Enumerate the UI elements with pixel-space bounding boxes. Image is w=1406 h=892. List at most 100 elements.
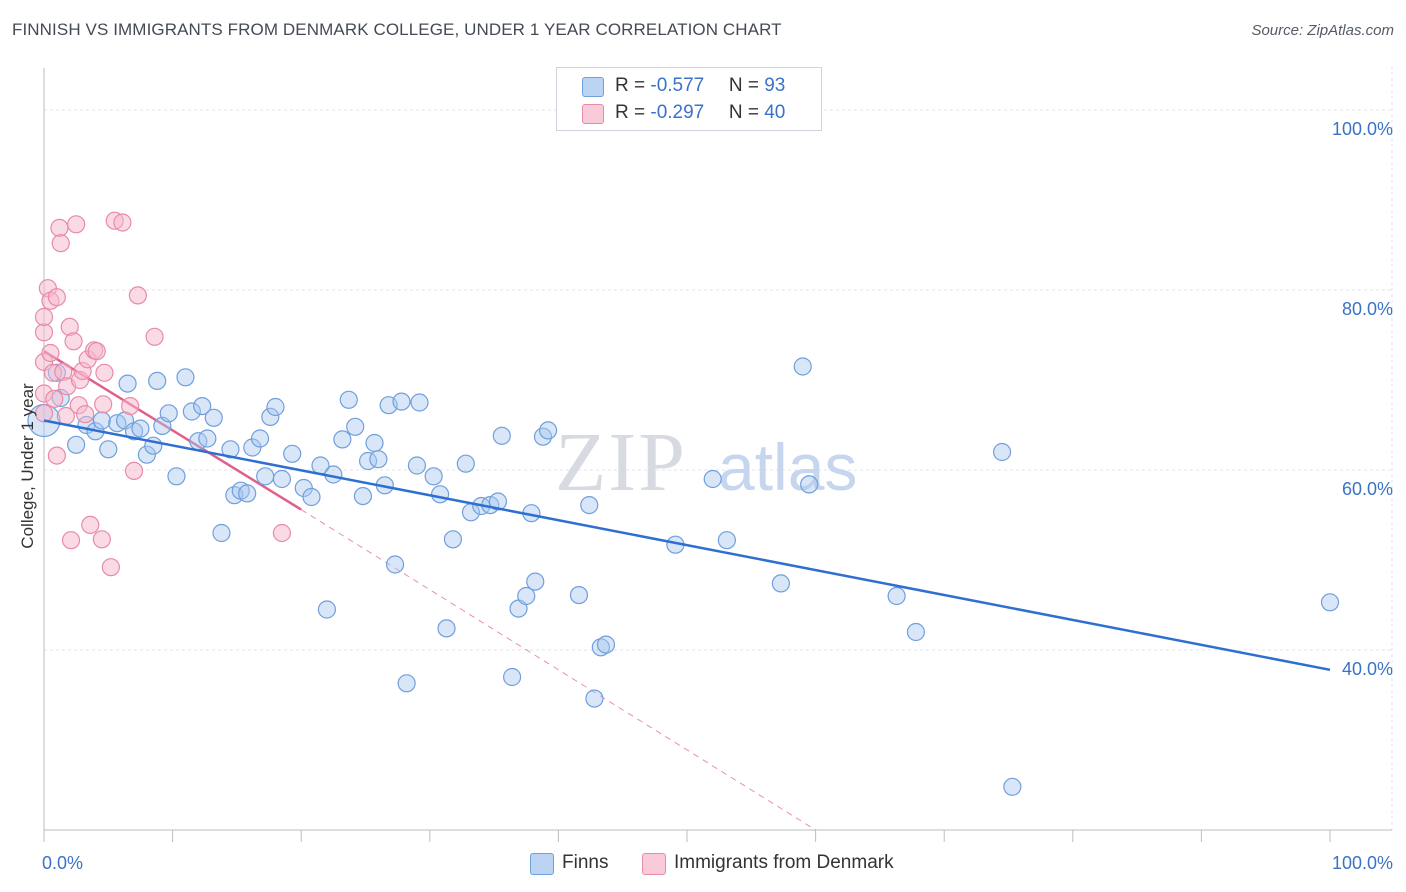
finns-point	[591, 638, 610, 657]
finns-point	[424, 467, 443, 486]
legend-text-denmark: R = -0.297 N = 40	[615, 102, 786, 123]
finns-point	[410, 393, 429, 412]
watermark-atlas: atlas	[718, 430, 857, 504]
finns-trend-layer	[43, 419, 1331, 672]
finns-point	[317, 600, 337, 619]
finns-point	[283, 444, 302, 463]
finns-point	[131, 419, 150, 438]
finns-point	[596, 635, 616, 654]
legend-n-value-finns: 93	[764, 75, 786, 96]
finns-point	[397, 674, 416, 693]
finns-point	[346, 417, 365, 436]
finns-point	[198, 429, 217, 448]
finns-point	[369, 450, 388, 469]
finns-point	[887, 586, 906, 606]
finns-point	[212, 523, 231, 543]
finns-point	[492, 426, 511, 445]
denmark-point	[34, 323, 54, 342]
denmark-point	[87, 342, 106, 361]
denmark-point	[76, 405, 95, 424]
correlation-legend: R = -0.577 N = 93 R = -0.297 N = 40	[556, 67, 822, 131]
denmark-point	[92, 530, 111, 549]
denmark-point	[61, 531, 81, 550]
denmark-point	[128, 286, 147, 305]
finns-point	[1320, 593, 1340, 612]
legend-r-value-denmark: -0.297	[650, 102, 705, 123]
trendline-finns	[43, 419, 1331, 672]
denmark-point	[64, 332, 83, 351]
finns-point	[1003, 777, 1022, 796]
finns-point	[353, 487, 373, 506]
chart-title: FINNISH VS IMMIGRANTS FROM DENMARK COLLE…	[12, 20, 782, 39]
finns-point	[193, 397, 212, 416]
finns-point	[92, 411, 111, 430]
denmark-point	[50, 218, 69, 237]
bottom-legend-label-finns: Finns	[562, 852, 609, 873]
legend-swatch-denmark	[582, 104, 604, 124]
bottom-legend-swatch-finns	[530, 853, 554, 875]
finns-point	[272, 469, 292, 489]
finns-point	[256, 467, 275, 486]
finns-point	[67, 435, 86, 454]
y-tick-label: 60.0%	[1342, 479, 1393, 499]
finns-point	[437, 619, 456, 638]
finns-point	[99, 440, 118, 459]
finns-point	[333, 430, 352, 449]
denmark-point	[51, 234, 70, 253]
denmark-points	[34, 211, 292, 577]
finns-point	[503, 667, 522, 687]
finns-point	[771, 574, 790, 593]
finns-point	[569, 585, 589, 605]
denmark-point	[124, 461, 144, 480]
finns-point	[580, 496, 599, 515]
legend-n-value-denmark: 40	[764, 102, 786, 123]
finns-point	[430, 485, 450, 504]
denmark-point	[145, 327, 164, 346]
finns-point	[488, 492, 508, 511]
finns-point	[238, 484, 257, 503]
finns-point	[118, 374, 137, 393]
finns-point	[517, 586, 536, 606]
bottom-legend-swatch-denmark	[642, 853, 666, 875]
finns-point	[148, 371, 167, 390]
finns-point	[182, 402, 201, 421]
denmark-point	[272, 523, 292, 543]
finns-point	[800, 475, 819, 494]
y-axis-label: College, Under 1 year	[18, 383, 37, 549]
denmark-point	[101, 558, 120, 577]
denmark-point	[95, 363, 114, 382]
legend-text-finns: R = -0.577 N = 93	[615, 75, 786, 96]
finns-point	[339, 390, 358, 409]
watermark-zip: ZIP	[555, 416, 687, 509]
bottom-legend-label-denmark: Immigrants from Denmark	[674, 852, 894, 873]
denmark-point	[34, 307, 54, 327]
denmark-point	[113, 213, 132, 232]
denmark-point	[45, 389, 64, 408]
finns-point	[392, 392, 411, 411]
finns-point	[539, 421, 558, 440]
finns-point	[906, 622, 926, 642]
denmark-point	[47, 288, 66, 307]
finns-point	[137, 445, 156, 464]
denmark-point	[67, 215, 86, 234]
finns-point	[992, 442, 1012, 462]
denmark-point	[121, 397, 140, 416]
denmark-point	[47, 446, 66, 465]
finns-point	[250, 429, 270, 448]
y-tick-label: 80.0%	[1342, 299, 1393, 319]
finns-point	[159, 404, 178, 423]
finns-point	[167, 467, 186, 486]
grid-layer	[44, 66, 1393, 830]
denmark-point	[34, 404, 54, 423]
y-tick-label: 100.0%	[1332, 119, 1393, 139]
axes-layer	[43, 68, 1392, 842]
finns-point	[703, 469, 722, 489]
finns-point	[717, 531, 736, 550]
finns-point	[261, 407, 280, 426]
finns-point	[456, 454, 475, 473]
denmark-point	[94, 395, 113, 414]
finns-point	[176, 368, 195, 387]
legend-r-value-finns: -0.577	[650, 75, 705, 96]
finns-point	[407, 456, 427, 475]
